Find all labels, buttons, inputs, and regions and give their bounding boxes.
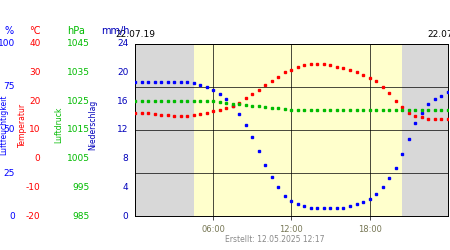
Text: 25: 25 <box>4 168 15 177</box>
Text: -20: -20 <box>26 212 40 221</box>
Text: 16: 16 <box>117 97 128 106</box>
Text: 75: 75 <box>3 82 15 91</box>
Text: Temperatur: Temperatur <box>18 103 27 147</box>
Text: 10: 10 <box>29 126 40 134</box>
Text: 4: 4 <box>122 183 128 192</box>
Text: 24: 24 <box>117 39 128 48</box>
Text: 0: 0 <box>122 212 128 221</box>
Text: 100: 100 <box>0 39 15 48</box>
Text: -10: -10 <box>26 183 40 192</box>
Bar <box>194 44 402 216</box>
Text: 1045: 1045 <box>67 39 90 48</box>
Text: 1015: 1015 <box>67 126 90 134</box>
Text: 40: 40 <box>29 39 40 48</box>
Text: 1005: 1005 <box>67 154 90 163</box>
Text: 50: 50 <box>3 126 15 134</box>
Text: Erstellt: 12.05.2025 12:17: Erstellt: 12.05.2025 12:17 <box>225 235 324 244</box>
Text: 8: 8 <box>122 154 128 163</box>
Text: hPa: hPa <box>68 26 86 36</box>
Text: 995: 995 <box>73 183 90 192</box>
Text: 20: 20 <box>29 97 40 106</box>
Text: 30: 30 <box>29 68 40 77</box>
Text: 1035: 1035 <box>67 68 90 77</box>
Text: 0: 0 <box>35 154 40 163</box>
Text: 985: 985 <box>73 212 90 221</box>
Text: mm/h: mm/h <box>101 26 130 36</box>
Text: °C: °C <box>29 26 41 36</box>
Text: 1025: 1025 <box>67 97 90 106</box>
Text: Niederschlag: Niederschlag <box>88 100 97 150</box>
Text: 12: 12 <box>117 126 128 134</box>
Text: Luftfeuchtigkeit: Luftfeuchtigkeit <box>0 95 8 155</box>
Text: Luftdruck: Luftdruck <box>54 107 63 143</box>
Text: %: % <box>4 26 13 36</box>
Text: 0: 0 <box>9 212 15 221</box>
Text: 20: 20 <box>117 68 128 77</box>
